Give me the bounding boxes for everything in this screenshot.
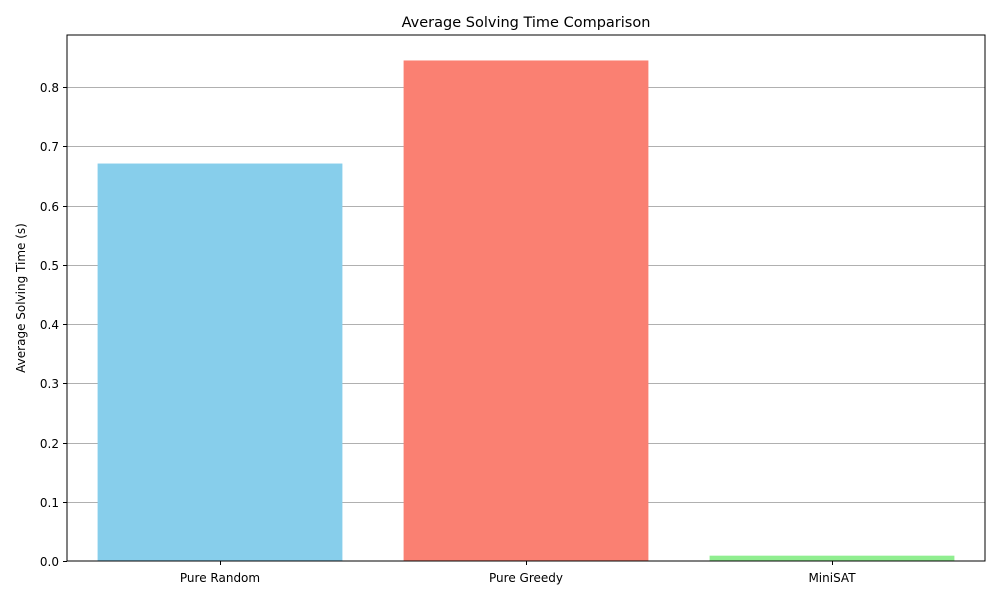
bar [709, 555, 955, 561]
y-tick-label: 0.3 [40, 377, 59, 391]
y-tick-label: 0.5 [40, 259, 59, 273]
x-tick-label: MiniSAT [808, 571, 856, 585]
chart-title: Average Solving Time Comparison [402, 15, 651, 31]
y-tick-label: 0.8 [40, 81, 59, 95]
bar [97, 163, 343, 562]
bar [403, 60, 649, 561]
x-tick-label: Pure Random [180, 571, 260, 585]
x-tick-label: Pure Greedy [489, 571, 563, 585]
y-tick-label: 0.4 [40, 318, 59, 332]
bars [97, 60, 955, 562]
y-axis: 0.0 0.1 0.2 0.3 0.4 0.5 0.6 0.7 0.8 [40, 81, 67, 569]
y-tick-label: 0.6 [40, 200, 59, 214]
y-tick-label: 0.2 [40, 437, 59, 451]
x-axis: Pure Random Pure Greedy MiniSAT [180, 561, 856, 585]
y-tick-label: 0.0 [40, 555, 59, 569]
y-tick-label: 0.1 [40, 496, 59, 510]
y-tick-label: 0.7 [40, 140, 59, 154]
y-axis-label: Average Solving Time (s) [14, 223, 28, 373]
